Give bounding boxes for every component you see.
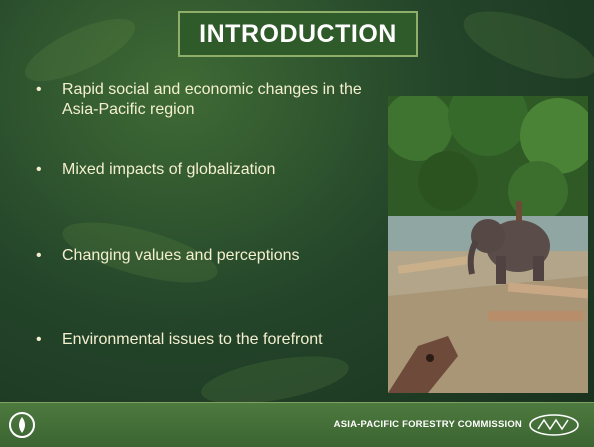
leaf-texture bbox=[456, 0, 594, 92]
apfc-logo bbox=[528, 413, 580, 437]
bullet: Mixed impacts of globalization bbox=[28, 160, 388, 180]
elephant-photo bbox=[388, 96, 588, 393]
fao-logo bbox=[8, 411, 36, 439]
title-box: INTRODUCTION bbox=[178, 11, 418, 57]
bullet: Rapid social and economic changes in the… bbox=[28, 80, 388, 120]
slide-title: INTRODUCTION bbox=[199, 20, 397, 49]
slide: INTRODUCTION Rapid social and economic c… bbox=[0, 0, 594, 447]
bullet: Environmental issues to the forefront bbox=[28, 330, 388, 350]
footer: ASIA-PACIFIC FORESTRY COMMISSION bbox=[0, 402, 594, 447]
footer-text: ASIA-PACIFIC FORESTRY COMMISSION bbox=[334, 419, 522, 430]
bullet: Changing values and perceptions bbox=[28, 246, 388, 266]
